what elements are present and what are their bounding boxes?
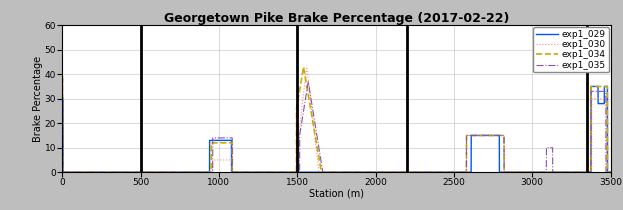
exp1_029 (145, 171, 153, 173)
exp1_029 (587, 85, 595, 88)
exp1_030 (59, 171, 67, 173)
exp1_029 (186, 171, 194, 173)
exp1_030 (59, 73, 66, 75)
X-axis label: Station (m): Station (m) (309, 189, 364, 199)
exp1_030 (607, 171, 614, 173)
Line: exp1_035: exp1_035 (62, 79, 611, 172)
exp1_034 (183, 171, 190, 173)
exp1_029 (184, 171, 191, 173)
exp1_035 (59, 78, 66, 80)
exp1_029 (59, 97, 66, 100)
exp1_030 (186, 171, 194, 173)
exp1_034 (554, 171, 561, 173)
exp1_035 (183, 171, 190, 173)
exp1_035 (145, 171, 153, 173)
Legend: exp1_029, exp1_030, exp1_034, exp1_035: exp1_029, exp1_030, exp1_034, exp1_035 (533, 27, 609, 72)
exp1_029 (59, 171, 67, 173)
Line: exp1_030: exp1_030 (62, 67, 611, 172)
exp1_029 (265, 171, 273, 173)
exp1_030 (145, 171, 153, 173)
exp1_030 (184, 171, 191, 173)
exp1_030 (554, 171, 561, 173)
exp1_029 (183, 171, 190, 173)
exp1_034 (186, 171, 194, 173)
Y-axis label: Brake Percentage: Brake Percentage (33, 56, 43, 142)
exp1_034 (145, 171, 153, 173)
exp1_034 (59, 75, 66, 78)
exp1_030 (183, 171, 190, 173)
exp1_029 (554, 171, 561, 173)
exp1_035 (184, 171, 191, 173)
exp1_030 (303, 66, 310, 68)
exp1_034 (59, 171, 67, 173)
exp1_035 (607, 171, 614, 173)
exp1_034 (300, 66, 307, 68)
exp1_029 (607, 171, 614, 173)
exp1_035 (265, 171, 273, 173)
exp1_035 (554, 171, 561, 173)
Title: Georgetown Pike Brake Percentage (2017-02-22): Georgetown Pike Brake Percentage (2017-0… (164, 12, 509, 25)
exp1_034 (607, 171, 614, 173)
exp1_030 (265, 171, 273, 173)
exp1_035 (186, 171, 194, 173)
exp1_035 (59, 171, 67, 173)
exp1_034 (184, 171, 191, 173)
exp1_034 (265, 171, 273, 173)
Line: exp1_029: exp1_029 (62, 87, 611, 172)
Line: exp1_034: exp1_034 (62, 67, 611, 172)
